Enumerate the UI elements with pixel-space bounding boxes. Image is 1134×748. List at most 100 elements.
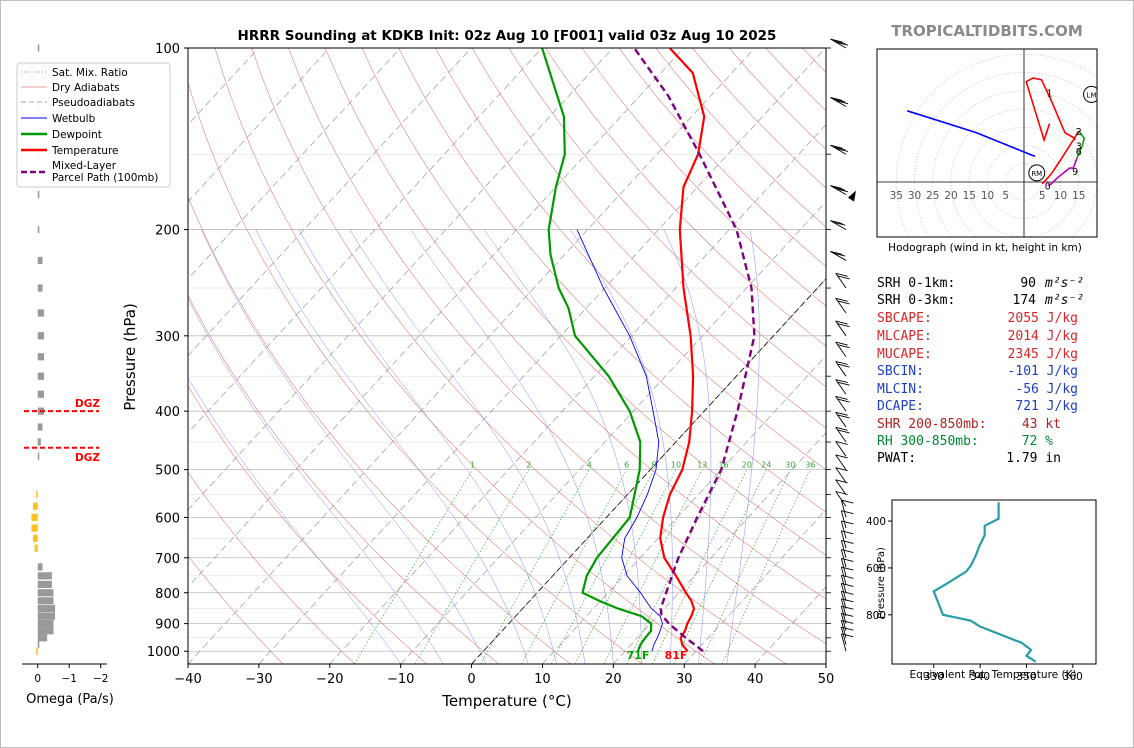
omega-bar: [37, 191, 40, 199]
theta-e-x-tick-label: 360: [1063, 671, 1083, 683]
barb-feather: [835, 297, 848, 302]
omega-bar: [37, 612, 56, 620]
dcape-value: 721 J/kg: [1015, 399, 1078, 414]
wind-barb: [840, 626, 854, 645]
barb-staff: [835, 396, 847, 412]
wind-barb: [835, 479, 848, 495]
barb-feather: [835, 454, 848, 459]
barb-staff: [830, 251, 847, 261]
y-tick-label: 900: [155, 618, 180, 633]
surface-labels: 71F 81F: [627, 649, 688, 662]
mixing-ratio-line: [652, 469, 748, 664]
dry-adiabat: [188, 81, 643, 664]
mixing-ratio-line: [721, 469, 811, 664]
mlcape-value: 2014 J/kg: [1008, 329, 1078, 344]
mixing-ratio-line: [414, 469, 530, 664]
barb-feather: [837, 429, 850, 434]
x-tick-label: −20: [316, 672, 343, 687]
theta-e-x-tick-label: 350: [1016, 671, 1036, 683]
hodograph-height-label: 1: [1047, 89, 1053, 100]
wind-barb: [835, 491, 848, 507]
omega-bar: [37, 640, 40, 649]
mixing-ratio-line: [550, 469, 655, 664]
barb-feather: [841, 558, 854, 562]
isotherm: [258, 48, 826, 664]
barb-feather: [837, 300, 850, 305]
barb-staff: [840, 520, 847, 539]
barb-staff: [830, 97, 847, 107]
theta-e-axes: 330 340 350 360 400 600 800: [866, 516, 1083, 683]
omega-bar: [37, 256, 43, 265]
barb-feather: [835, 491, 848, 495]
barb-staff: [835, 454, 847, 470]
barb-feather: [830, 220, 843, 225]
barb-feather: [835, 148, 849, 152]
isotherm: [188, 48, 755, 664]
hodograph-tick-label: 25: [926, 190, 939, 202]
mlcin-value: -56 J/kg: [1015, 382, 1078, 397]
dry-adiabat: [288, 48, 826, 645]
barb-feather: [830, 38, 843, 43]
hodograph-trace: RM LM 0 1 2 36 9: [906, 77, 1097, 193]
hodograph-lm-marker: [1083, 85, 1097, 103]
dry-adiabat: [765, 48, 826, 112]
barb-staff: [830, 220, 847, 230]
omega-bar: [37, 225, 40, 234]
omega-bar: [37, 390, 45, 398]
parcel-trace: [633, 48, 756, 653]
srh03-value: 174: [1013, 293, 1037, 308]
omega-bar: [37, 563, 43, 571]
omega-bar: [33, 502, 38, 510]
dry-adiabat: [398, 48, 826, 513]
hodograph-height-label: 9: [1072, 167, 1078, 178]
omega-bar: [37, 284, 43, 292]
barb-feather: [841, 626, 854, 631]
barb-feather: [841, 605, 854, 610]
isotherm: [188, 48, 330, 203]
dry-adiabat: [188, 555, 284, 664]
barb-staff: [835, 427, 847, 443]
barb-staff: [840, 558, 847, 576]
dry-adiabat: [188, 294, 499, 664]
hodograph-caption: Hodograph (wind in kt, height in km): [888, 242, 1082, 254]
omega-bar: [37, 309, 45, 317]
barb-feather: [841, 530, 854, 535]
barb-staff: [840, 606, 847, 624]
omega-bar: [37, 597, 54, 605]
dgz-label: DGZ: [75, 452, 100, 464]
barb-feather: [835, 341, 848, 346]
hodograph-segment: [1052, 130, 1080, 172]
theta-e-y-tick-label: 400: [866, 516, 886, 528]
skewt-profiles: [541, 48, 756, 653]
hodograph-height-label: 6: [1076, 147, 1082, 158]
barb-staff: [835, 479, 847, 495]
omega-bar: [31, 524, 38, 532]
hodograph-tick-label: 10: [1054, 190, 1067, 202]
hodograph-tick-label: 15: [1072, 190, 1085, 202]
isotherm: [188, 48, 543, 434]
y-tick-label: 500: [155, 464, 180, 479]
wind-barb: [835, 467, 848, 483]
barb-staff: [840, 627, 847, 645]
pseudoadiabat: [349, 229, 586, 664]
dry-adiabat: [214, 48, 715, 664]
mixing-ratio-label: 24: [761, 461, 771, 470]
pseudoadiabat: [726, 229, 760, 664]
legend-dewpoint: Dewpoint: [52, 129, 102, 141]
wind-barb: [830, 220, 847, 230]
wind-barb: [830, 251, 847, 261]
barb-feather: [833, 186, 846, 191]
mixing-ratio-line: [626, 469, 724, 664]
pwat-label: PWAT:: [877, 451, 916, 466]
theta-e-y-tick-label: 600: [866, 563, 886, 575]
omega-bar: [37, 580, 52, 589]
wetbulb-trace: [576, 229, 663, 652]
barb-feather: [841, 549, 854, 554]
hodograph-tick-label: 30: [908, 190, 921, 202]
barb-feather: [830, 185, 843, 190]
theta-e-trace: [932, 502, 1037, 663]
barb-feather: [835, 272, 848, 277]
barb-feather: [835, 426, 848, 431]
srh03-unit: m²s⁻²: [1044, 293, 1084, 308]
